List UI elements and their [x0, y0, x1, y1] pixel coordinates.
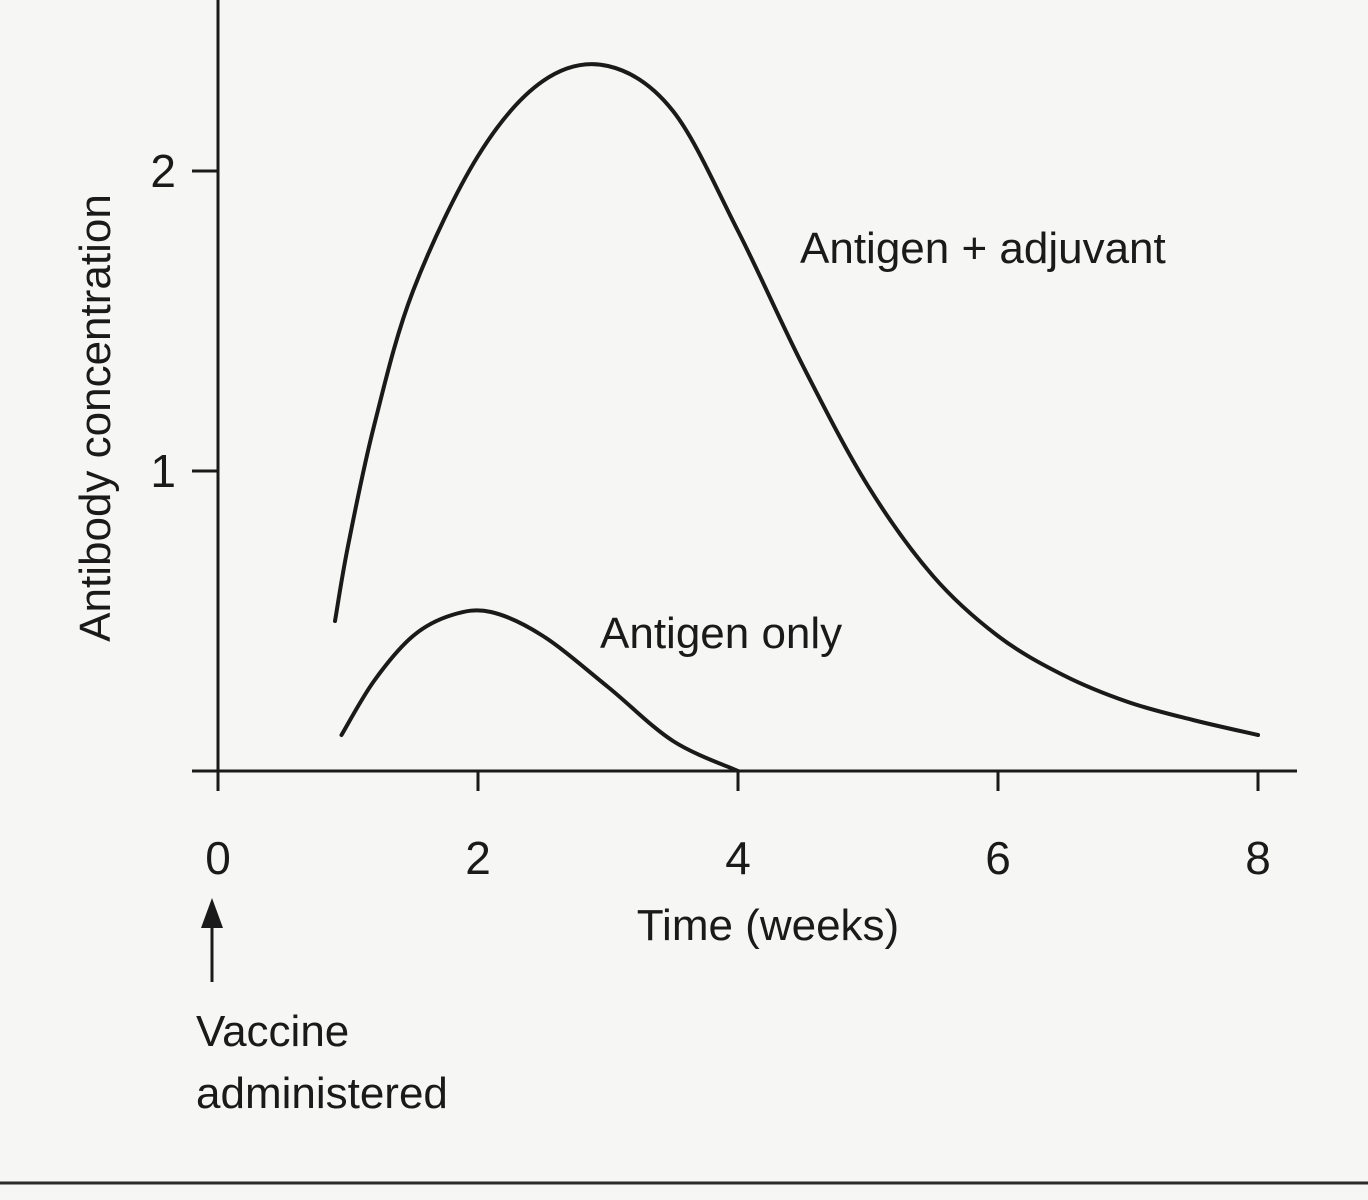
series-label-antigen-only: Antigen only	[600, 609, 842, 658]
series-line-antigen-only	[339, 608, 740, 773]
series	[333, 62, 1260, 773]
x-tick-label-4: 4	[725, 832, 751, 884]
y-axis-title: Antibody concentration	[71, 194, 120, 642]
x-tick-label-0: 0	[205, 832, 231, 884]
x-tick-label-2: 2	[465, 832, 491, 884]
x-tick-label-8: 8	[1245, 832, 1271, 884]
x-tick-label-6: 6	[985, 832, 1011, 884]
y-tick-label-1: 1	[150, 445, 176, 497]
annotation-text-line-2: administered	[196, 1069, 448, 1118]
x-axis-title: Time (weeks)	[637, 901, 899, 950]
y-tick-label-2: 2	[150, 145, 176, 197]
annotation-arrow-head	[201, 898, 223, 928]
labels: Time (weeks) Antibody concentration Antige…	[71, 194, 1166, 1118]
axes	[192, 0, 1297, 773]
series-label-antigen-adjuvant: Antigen + adjuvant	[800, 224, 1166, 273]
annotation-text-line-1: Vaccine	[196, 1007, 349, 1056]
ticks: 0 2 4 6 8 1 2	[150, 145, 1270, 884]
series-line-antigen-adjuvant	[333, 62, 1260, 737]
